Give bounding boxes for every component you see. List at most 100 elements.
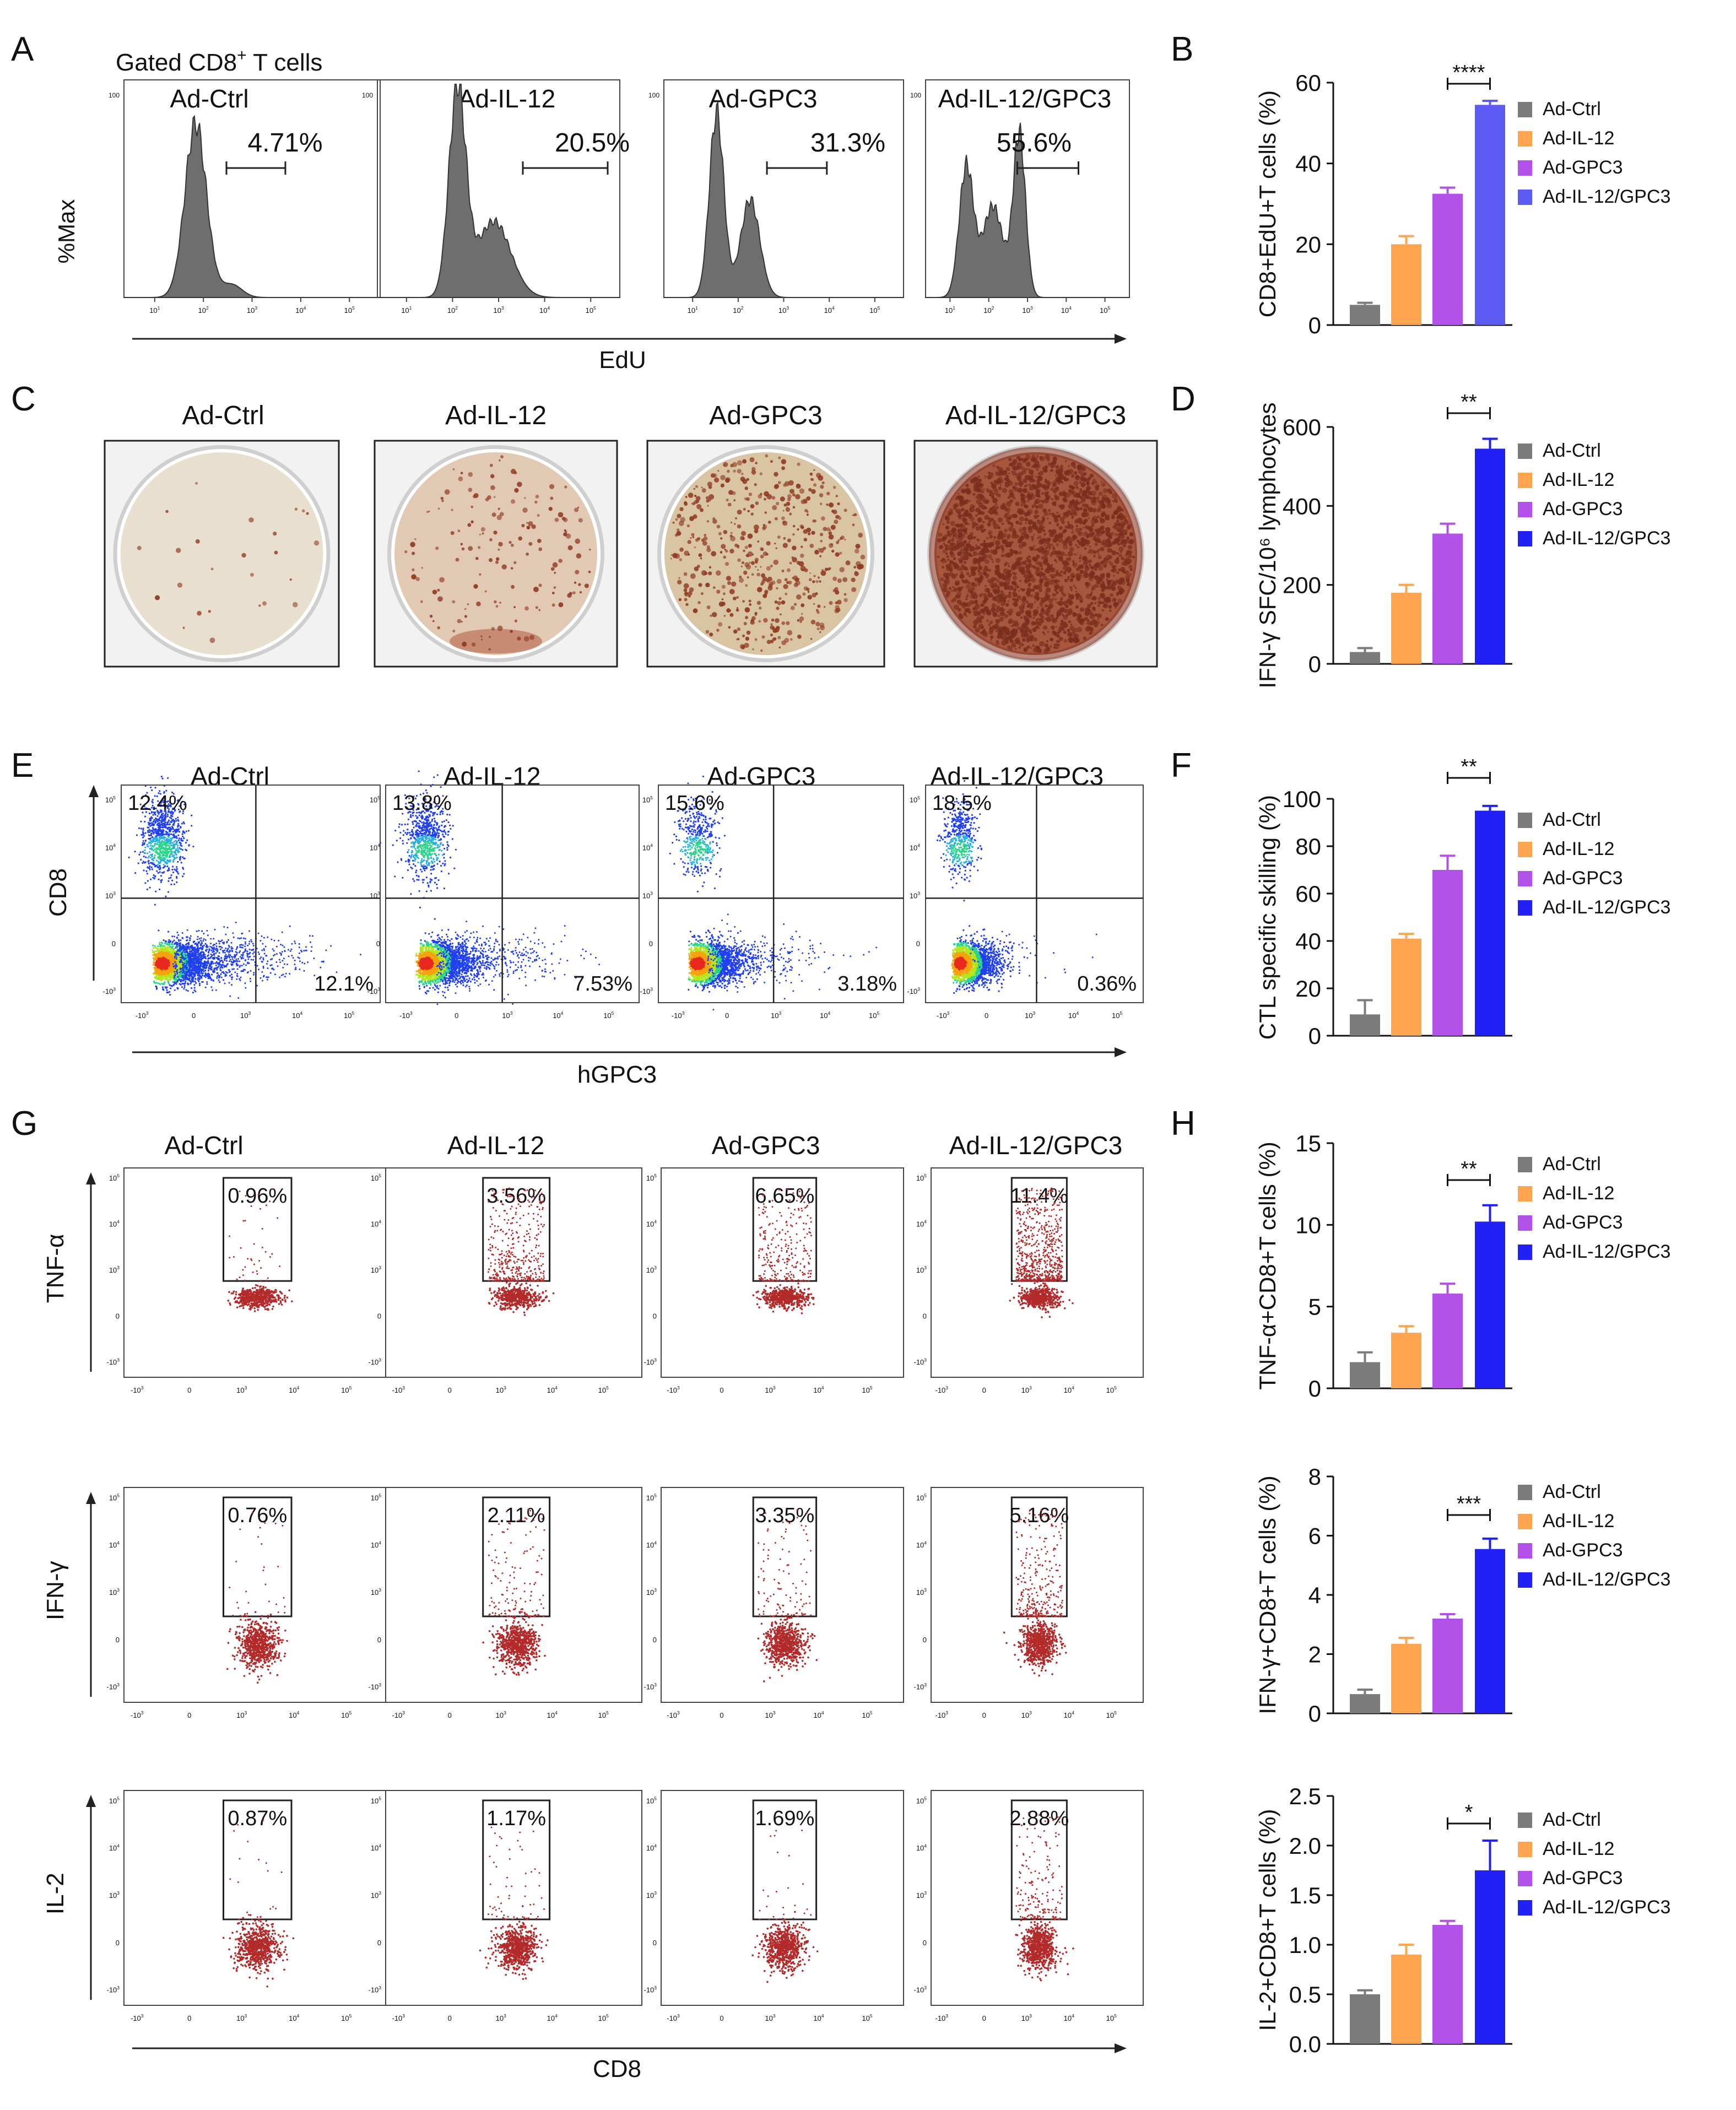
spot — [792, 577, 794, 579]
spot — [472, 494, 477, 499]
spot — [452, 630, 456, 632]
spot — [968, 500, 971, 502]
spot — [1002, 550, 1004, 553]
spot — [852, 514, 855, 516]
spot — [1018, 646, 1021, 649]
spot — [999, 616, 1004, 622]
spot — [1046, 570, 1051, 574]
spot — [414, 538, 417, 540]
spot — [958, 558, 960, 560]
spot — [852, 523, 855, 527]
spot — [760, 649, 763, 652]
spot — [1089, 550, 1091, 552]
spot — [744, 562, 750, 567]
spot — [732, 462, 737, 467]
spot — [550, 567, 555, 571]
spot — [1093, 535, 1096, 539]
spot — [1098, 491, 1103, 496]
spot — [692, 536, 695, 538]
spot — [766, 640, 771, 645]
spot — [843, 508, 847, 512]
spot — [776, 578, 782, 584]
spot — [798, 561, 804, 567]
spot — [824, 567, 828, 571]
spot — [497, 625, 503, 631]
spot — [987, 522, 991, 527]
spot — [716, 589, 721, 594]
spot — [721, 544, 726, 549]
spot — [764, 491, 769, 497]
well-title: Ad-IL-12/GPC3 — [945, 401, 1126, 430]
x-tick-label: 102 — [447, 305, 458, 315]
spot — [809, 472, 813, 476]
spot — [1026, 645, 1030, 649]
spot — [737, 524, 742, 529]
spot — [749, 457, 755, 462]
spot — [831, 510, 835, 513]
cell-dot — [154, 955, 156, 957]
spot — [1075, 590, 1078, 593]
spot — [701, 538, 705, 542]
spot — [1079, 528, 1082, 531]
spot — [959, 559, 963, 564]
spot — [1004, 563, 1007, 566]
spot — [480, 639, 483, 641]
spot — [767, 586, 773, 591]
x-tick-label: 105 — [1100, 305, 1110, 315]
histogram-title: Ad-GPC3 — [709, 84, 818, 113]
spot — [1039, 603, 1043, 607]
spot — [1102, 585, 1104, 587]
spot — [495, 605, 499, 608]
spot — [1069, 500, 1073, 505]
spot — [751, 467, 756, 472]
spot — [475, 556, 479, 560]
x-tick-label: 101 — [688, 305, 698, 315]
spot — [732, 491, 736, 495]
spot — [1118, 553, 1123, 558]
spot — [723, 555, 727, 559]
spot — [1050, 481, 1052, 484]
spot — [696, 565, 700, 568]
spot — [674, 553, 680, 559]
spot — [584, 583, 589, 588]
spot — [762, 593, 767, 598]
spot — [701, 488, 706, 493]
cell-dot — [207, 977, 209, 980]
spot — [491, 512, 496, 517]
spot — [460, 543, 463, 545]
spot — [197, 610, 202, 616]
histogram-title: Ad-IL-12/GPC3 — [938, 84, 1111, 113]
spot — [1075, 524, 1078, 527]
spot — [1020, 499, 1026, 505]
spot — [1001, 522, 1004, 525]
spot — [695, 538, 699, 542]
spot — [790, 605, 795, 610]
spot — [137, 545, 142, 550]
cell-dot — [181, 986, 183, 988]
spot — [1016, 476, 1022, 481]
spot — [589, 549, 591, 551]
spot — [787, 630, 793, 636]
spot — [845, 560, 851, 566]
gate-percent: 20.5% — [555, 128, 630, 158]
spot — [709, 494, 715, 500]
spot — [801, 603, 805, 608]
spot — [1069, 634, 1072, 637]
spot — [959, 614, 964, 619]
spot — [470, 520, 474, 523]
spot — [712, 519, 717, 524]
spot — [690, 537, 692, 539]
spot — [1103, 598, 1105, 600]
y-tick-label: 100 — [109, 91, 120, 99]
spot — [494, 600, 497, 604]
spot — [1077, 626, 1083, 632]
spot — [1058, 580, 1061, 582]
spot — [828, 531, 832, 535]
spot — [823, 605, 826, 608]
spot — [1088, 527, 1094, 533]
spot — [942, 558, 945, 561]
spot — [816, 610, 820, 614]
spot — [989, 620, 993, 624]
spot — [680, 517, 685, 523]
x-tick-label: 105 — [586, 305, 596, 315]
